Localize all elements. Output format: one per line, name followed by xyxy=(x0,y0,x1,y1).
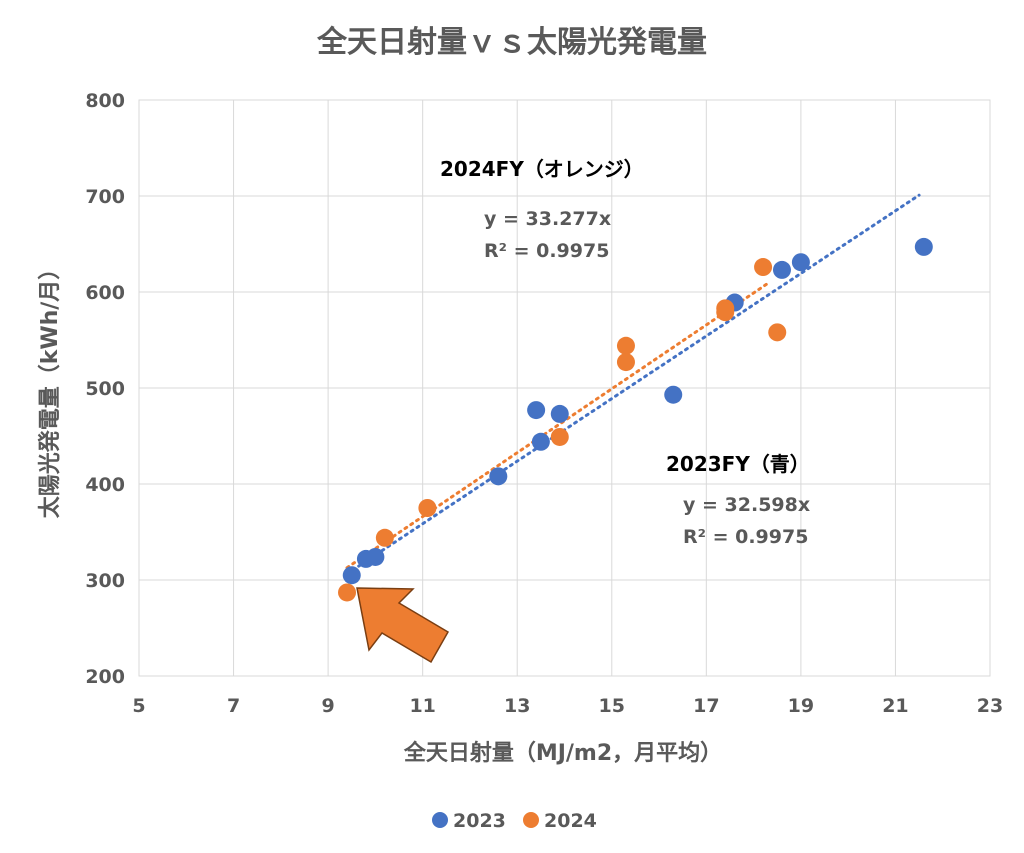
point-2024 xyxy=(375,528,394,547)
point-2023 xyxy=(342,566,361,585)
grid xyxy=(138,99,991,677)
point-2023 xyxy=(791,253,810,272)
x-axis-ticks: 5 7 9 11 13 15 17 19 21 23 xyxy=(132,695,1003,717)
annotation-2024-equation: y = 33.277x xyxy=(484,208,611,230)
y-tick-label: 400 xyxy=(85,474,125,496)
annotation-2023-r2: R² = 0.9975 xyxy=(683,526,808,548)
trendline-2023 xyxy=(345,193,921,576)
x-tick-label: 5 xyxy=(132,695,145,717)
highlight-arrow xyxy=(356,587,450,664)
point-2023 xyxy=(664,385,683,404)
point-2024 xyxy=(550,427,569,446)
data-points xyxy=(338,237,933,602)
legend-label-2023: 2023 xyxy=(453,810,506,832)
legend: 2023 2024 xyxy=(432,810,597,832)
point-2024 xyxy=(616,353,635,372)
annotation-2024-r2: R² = 0.9975 xyxy=(484,240,609,262)
trendline-2024 xyxy=(345,281,770,570)
point-2023 xyxy=(366,547,385,566)
x-tick-label: 23 xyxy=(977,695,1003,717)
x-tick-label: 19 xyxy=(788,695,814,717)
point-2023 xyxy=(527,401,546,420)
annotation-2024-heading: 2024FY（オレンジ） xyxy=(440,157,644,181)
point-2023 xyxy=(489,467,508,486)
x-tick-label: 11 xyxy=(409,695,435,717)
x-tick-label: 13 xyxy=(504,695,530,717)
point-2024 xyxy=(616,336,635,355)
point-2023 xyxy=(772,260,791,279)
annotation-2023-equation: y = 32.598x xyxy=(683,494,810,516)
point-2023 xyxy=(550,404,569,423)
x-tick-label: 21 xyxy=(882,695,908,717)
y-tick-label: 700 xyxy=(85,186,125,208)
point-2023 xyxy=(914,237,933,256)
plot-area xyxy=(138,99,991,677)
x-tick-label: 17 xyxy=(693,695,719,717)
x-axis-label: 全天日射量（MJ/m2，月平均） xyxy=(403,740,722,766)
plot-border xyxy=(138,99,991,677)
x-tick-label: 15 xyxy=(599,695,625,717)
point-2024 xyxy=(754,258,773,277)
point-2024 xyxy=(338,583,357,602)
legend-marker-2024 xyxy=(523,812,539,828)
y-tick-label: 600 xyxy=(85,282,125,304)
annotation-2024: 2024FY（オレンジ） y = 33.277x R² = 0.9975 xyxy=(440,157,644,262)
y-axis-ticks: 200 300 400 500 600 700 800 xyxy=(85,90,125,688)
point-2024 xyxy=(716,303,735,322)
annotation-2023-heading: 2023FY（青） xyxy=(666,452,810,476)
annotation-2023: 2023FY（青） y = 32.598x R² = 0.9975 xyxy=(666,452,810,548)
chart-title: 全天日射量ｖｓ太陽光発電量 xyxy=(316,25,707,60)
trendlines xyxy=(345,193,921,576)
y-axis-label: 太陽光発電量（kWh/月） xyxy=(38,258,63,519)
y-tick-label: 300 xyxy=(85,570,125,592)
y-tick-label: 800 xyxy=(85,90,125,112)
point-2024 xyxy=(418,499,437,517)
x-tick-label: 9 xyxy=(321,695,334,717)
legend-marker-2023 xyxy=(432,812,448,828)
x-tick-label: 7 xyxy=(227,695,240,717)
y-tick-label: 200 xyxy=(85,666,125,688)
legend-label-2024: 2024 xyxy=(544,810,597,832)
y-tick-label: 500 xyxy=(85,378,125,400)
point-2024 xyxy=(768,323,787,342)
point-2023 xyxy=(531,432,550,451)
